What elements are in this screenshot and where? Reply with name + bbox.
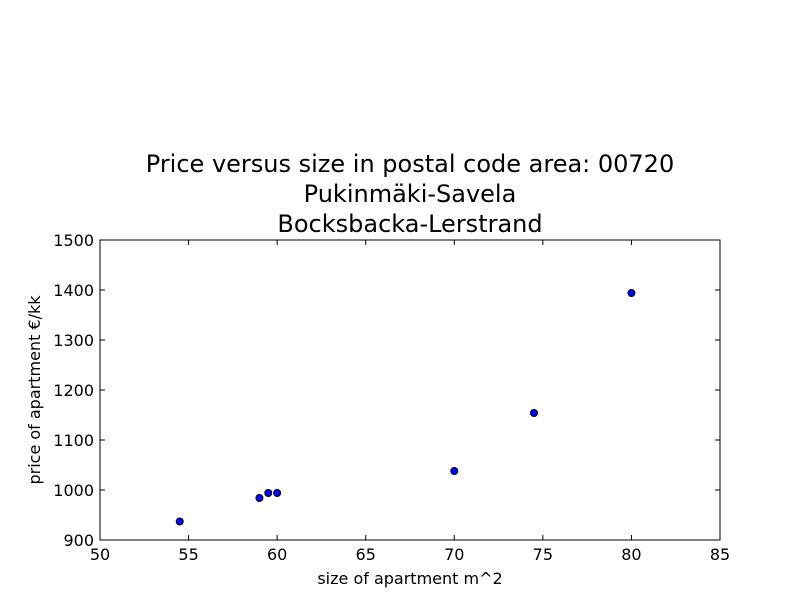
y-tick-label: 900 — [63, 531, 94, 550]
chart-title-line-2: Pukinmäki-Savela — [304, 180, 517, 208]
y-tick-label: 1500 — [53, 231, 94, 250]
x-axis-ticks: 50 55 60 65 70 75 80 85 — [90, 240, 730, 564]
x-tick-label: 50 — [90, 545, 110, 564]
x-tick-label: 60 — [267, 545, 287, 564]
data-point — [264, 489, 273, 497]
chart-title-line-1: Price versus size in postal code area: 0… — [146, 150, 674, 178]
data-point — [175, 517, 184, 526]
data-point — [450, 467, 459, 475]
data-point — [627, 289, 636, 297]
x-tick-label: 75 — [533, 545, 553, 564]
y-tick-label: 1400 — [53, 281, 94, 300]
x-tick-label: 55 — [178, 545, 198, 564]
y-tick-label: 1000 — [53, 481, 94, 500]
x-tick-label: 65 — [356, 545, 376, 564]
x-tick-label: 85 — [710, 545, 730, 564]
plot-area — [100, 240, 720, 540]
plot-frame — [99, 239, 721, 541]
x-tick-label: 70 — [444, 545, 464, 564]
x-axis-label: size of apartment m^2 — [317, 569, 502, 588]
y-tick-label: 1100 — [53, 431, 94, 450]
y-axis-label: price of apartment €/kk — [25, 295, 44, 485]
chart-title: Price versus size in postal code area: 0… — [146, 150, 674, 238]
data-point — [273, 489, 282, 497]
data-points — [175, 289, 636, 526]
data-point — [255, 494, 264, 502]
y-tick-label: 1200 — [53, 381, 94, 400]
chart-title-line-3: Bocksbacka-Lerstrand — [277, 210, 542, 238]
y-axis-ticks: 900 1000 1100 1200 1300 1400 1500 — [53, 231, 720, 550]
y-tick-label: 1300 — [53, 331, 94, 350]
x-tick-label: 80 — [621, 545, 641, 564]
data-point — [530, 409, 538, 417]
